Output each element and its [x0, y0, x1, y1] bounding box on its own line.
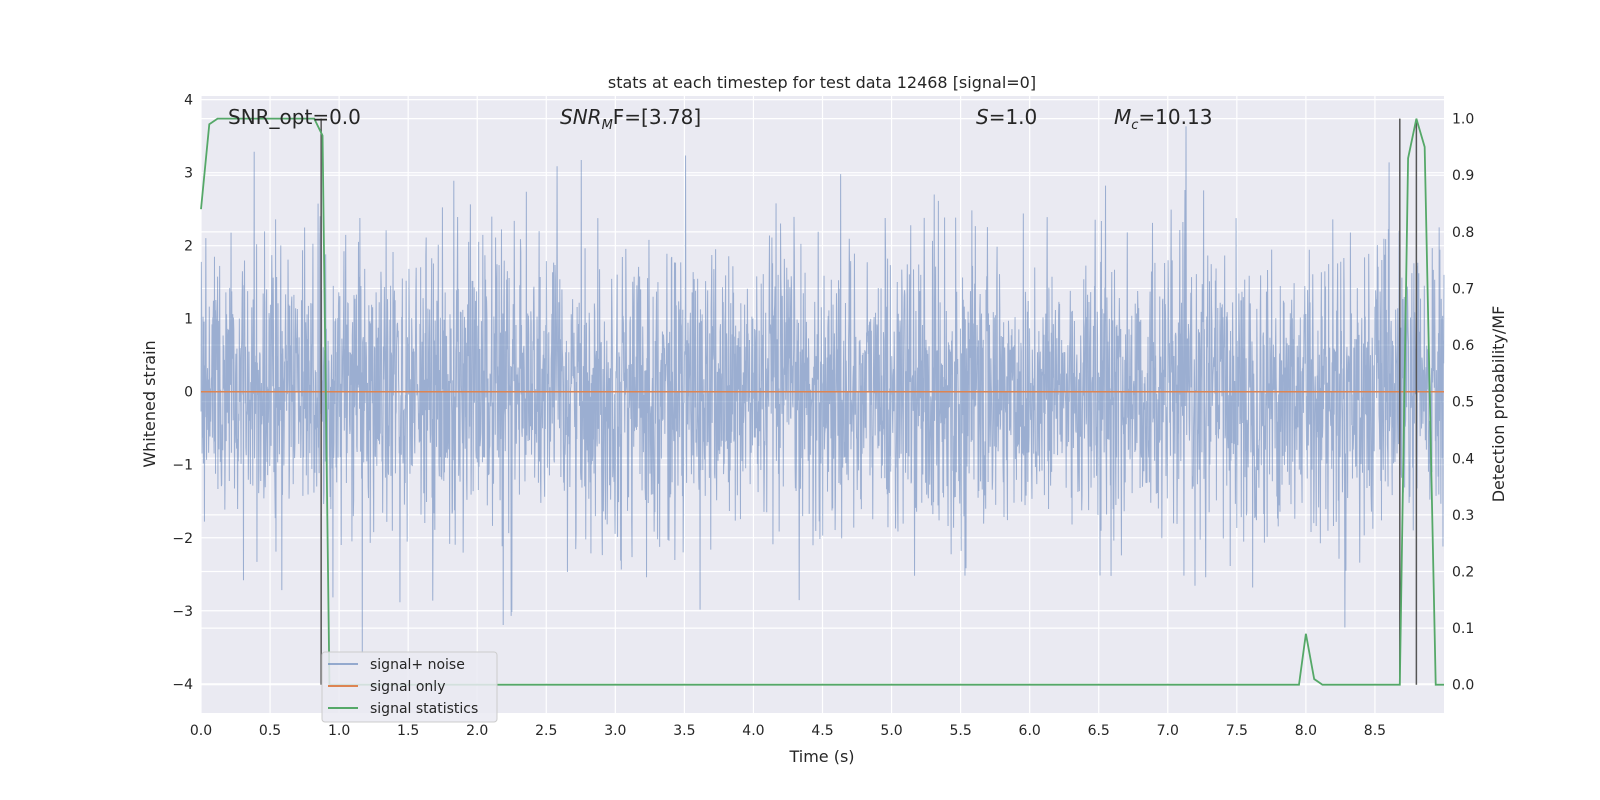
signal-noise-line — [200, 126, 1445, 654]
y-right-tick-label: 0.8 — [1452, 225, 1474, 241]
x-tick-label: 1.0 — [328, 723, 350, 739]
snr-mf-main: SNR — [560, 105, 602, 129]
y-left-tick-label: −1 — [172, 458, 193, 474]
y-right-tick-labels: 1.0 0.9 0.8 0.7 0.6 0.5 0.4 0.3 0.2 0.1 0.0 — [1452, 112, 1474, 694]
mc-var: M — [1114, 105, 1131, 129]
y-right-tick-label: 0.3 — [1452, 508, 1474, 524]
x-tick-label: 6.0 — [1019, 723, 1041, 739]
signal-noise-series — [200, 126, 1445, 654]
legend-label-signal-only: signal only — [370, 679, 445, 695]
y-right-tick-label: 0.2 — [1452, 564, 1474, 580]
y-left-tick-label: 2 — [184, 239, 193, 255]
x-tick-label: 7.0 — [1157, 723, 1179, 739]
s-var: S — [976, 105, 989, 129]
x-tick-label: 5.5 — [949, 723, 971, 739]
s-rest: =1.0 — [989, 105, 1038, 129]
y-left-tick-label: 1 — [184, 312, 193, 328]
x-tick-label: 1.5 — [397, 723, 419, 739]
y-right-tick-label: 0.4 — [1452, 451, 1474, 467]
x-tick-label: 2.5 — [535, 723, 557, 739]
legend-label-signal-noise: signal+ noise — [370, 657, 465, 673]
x-tick-label: 7.5 — [1226, 723, 1248, 739]
y-left-tick-label: 4 — [184, 93, 193, 109]
legend-label-signal-statistics: signal statistics — [370, 701, 478, 717]
x-tick-label: 3.0 — [604, 723, 626, 739]
y-left-tick-label: 0 — [184, 385, 193, 401]
x-tick-label: 5.0 — [880, 723, 902, 739]
y-right-tick-label: 1.0 — [1452, 112, 1474, 128]
chart-title: stats at each timestep for test data 124… — [608, 73, 1036, 92]
y-left-axis-label: Whitened strain — [140, 340, 159, 467]
x-axis-label: Time (s) — [788, 747, 854, 766]
x-tick-label: 3.5 — [673, 723, 695, 739]
y-right-tick-label: 0.9 — [1452, 168, 1474, 184]
y-left-tick-labels: 4 3 2 1 0 −1 −2 −3 −4 — [172, 93, 193, 693]
mc-rest: =10.13 — [1138, 105, 1212, 129]
signal-statistics-line — [200, 117, 1444, 686]
y-left-tick-label: −4 — [172, 677, 193, 693]
legend: signal+ noise signal only signal statist… — [321, 651, 498, 723]
x-tick-label: 2.0 — [466, 723, 488, 739]
annotation-snr-mf: SNRMF=[3.78] — [560, 105, 701, 133]
x-tick-label: 4.5 — [811, 723, 833, 739]
y-left-tick-label: −3 — [172, 604, 193, 620]
snr-mf-rest: F=[3.78] — [613, 105, 701, 129]
y-right-tick-label: 0.6 — [1452, 338, 1474, 354]
legend-box — [321, 651, 498, 723]
annotation-s: S=1.0 — [976, 105, 1037, 129]
y-right-tick-label: 0.5 — [1452, 395, 1474, 411]
annotation-snr-opt: SNR_opt=0.0 — [228, 105, 361, 129]
x-tick-label: 8.0 — [1295, 723, 1317, 739]
y-right-tick-label: 0.7 — [1452, 281, 1474, 297]
annotation-mc: Mc=10.13 — [1114, 105, 1212, 133]
y-right-tick-label: 0.1 — [1452, 621, 1474, 637]
x-tick-label: 0.0 — [190, 723, 212, 739]
line-series — [200, 117, 1444, 686]
y-right-tick-label: 0.0 — [1452, 678, 1474, 694]
x-tick-labels: 0.0 0.5 1.0 1.5 2.0 2.5 3.0 3.5 4.0 4.5 5.0 5.5 6.0 6… — [190, 723, 1386, 739]
mc-sub: c — [1131, 118, 1138, 133]
snr-mf-sub: M — [602, 118, 613, 133]
y-left-tick-label: 3 — [184, 166, 193, 182]
y-right-axis-label: Detection probability/MF — [1489, 306, 1508, 503]
x-tick-label: 6.5 — [1088, 723, 1110, 739]
y-left-tick-label: −2 — [172, 531, 193, 547]
x-tick-label: 4.0 — [742, 723, 764, 739]
x-tick-label: 0.5 — [259, 723, 281, 739]
x-tick-label: 8.5 — [1364, 723, 1386, 739]
